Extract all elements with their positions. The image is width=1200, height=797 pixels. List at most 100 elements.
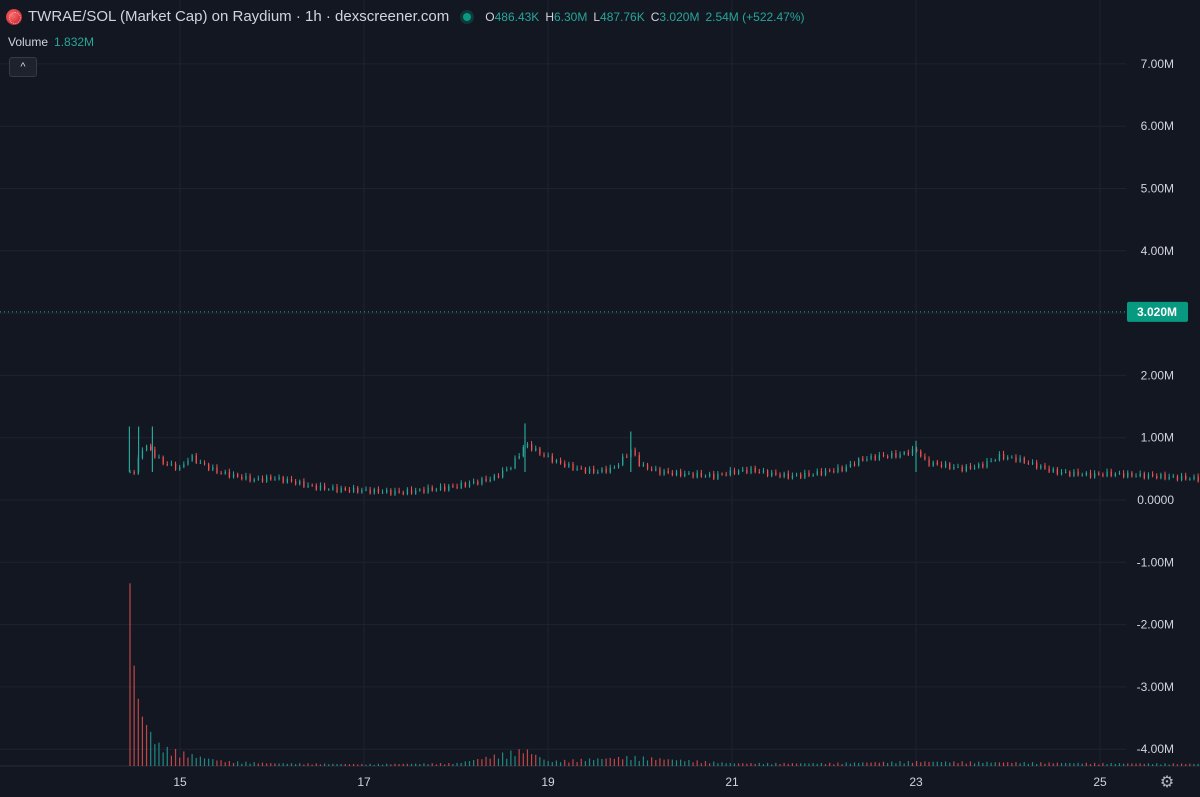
volume-bar <box>381 764 384 766</box>
volume-bar <box>1077 762 1079 766</box>
candle-body <box>257 478 260 480</box>
candle-body <box>551 455 553 463</box>
candle-body <box>1007 457 1009 460</box>
volume-bar <box>829 762 831 766</box>
candle-body <box>1015 457 1017 462</box>
volume-bar <box>1160 764 1162 766</box>
candle-body <box>535 448 537 451</box>
volume-bar <box>663 759 665 766</box>
candle-body <box>1172 476 1174 478</box>
collapse-legend-button[interactable]: ^ <box>9 57 37 77</box>
volume-bar <box>377 763 379 766</box>
volume-bar <box>369 763 371 766</box>
candle-body <box>655 468 657 471</box>
volume-bar <box>766 762 769 766</box>
volume-bar <box>684 761 686 766</box>
candle-body <box>936 462 938 465</box>
volume-bar <box>439 763 442 766</box>
volume-bar <box>1081 763 1083 766</box>
candle-body <box>154 449 156 458</box>
x-tick-label: 19 <box>541 775 555 789</box>
volume-bar <box>402 763 404 766</box>
volume-bar <box>232 763 235 766</box>
candle-body <box>862 458 864 461</box>
volume-bar <box>543 759 545 766</box>
candle-body <box>800 474 802 478</box>
volume-bar <box>878 762 880 766</box>
candle-body <box>742 469 744 471</box>
candle-body <box>464 482 467 487</box>
live-status-icon <box>463 12 472 21</box>
y-tick-label: 2.00M <box>1141 368 1174 382</box>
candle-body <box>812 474 814 476</box>
candle-body <box>605 468 607 473</box>
volume-bar <box>1176 764 1179 766</box>
candle-body <box>709 473 711 477</box>
volume-bar <box>742 763 744 766</box>
volume-bar <box>659 758 661 766</box>
volume-bar <box>415 763 417 766</box>
volume-bar <box>775 762 777 766</box>
volume-bar <box>1048 762 1050 766</box>
open-label: O <box>485 9 495 24</box>
candle-body <box>998 453 1001 461</box>
volume-bar <box>166 746 168 766</box>
volume-bar <box>328 764 330 766</box>
candle-body <box>530 443 533 451</box>
candle-body <box>1089 472 1092 478</box>
volume-bar <box>1156 763 1158 766</box>
volume-bar <box>866 762 868 766</box>
candle-body <box>1197 476 1199 482</box>
candle-body <box>406 489 409 495</box>
candle-body <box>994 460 996 462</box>
volume-bar <box>762 764 765 766</box>
candle-body <box>874 455 876 460</box>
volume-bar <box>497 758 500 766</box>
volume-bar <box>145 724 148 766</box>
candle-body <box>903 452 905 455</box>
candle-body <box>290 479 293 482</box>
volume-bar <box>667 759 669 766</box>
candle-body <box>601 468 603 473</box>
volume-bar <box>845 762 847 766</box>
volume-bar <box>779 764 781 766</box>
volume-bar <box>1106 764 1108 766</box>
candle-body <box>853 463 856 466</box>
volume-bar <box>303 764 305 766</box>
candle-body <box>365 489 367 491</box>
volume-bar <box>721 762 723 766</box>
volume-label: Volume <box>8 35 49 49</box>
volume-bar <box>216 760 218 766</box>
volume-bar <box>588 758 591 766</box>
volume-bar <box>170 755 172 766</box>
volume-bar <box>564 759 566 766</box>
candle-body <box>568 463 570 467</box>
volume-bar <box>580 758 582 766</box>
settings-gear-icon[interactable]: ⚙ <box>1159 774 1175 791</box>
candle-body <box>502 470 504 478</box>
volume-bar <box>427 764 429 766</box>
volume-bar <box>224 762 226 766</box>
candle-body <box>721 473 723 475</box>
volume-bar <box>477 758 479 766</box>
candle-body <box>435 489 438 491</box>
volume-bar <box>692 762 694 766</box>
volume-legend: Volume 1.832M <box>8 35 94 49</box>
candle-body <box>622 456 624 465</box>
candle-body <box>804 472 806 478</box>
volume-bar <box>154 744 156 766</box>
volume-bar <box>1031 762 1034 766</box>
candle-body <box>1118 473 1121 475</box>
y-tick-label: 6.00M <box>1141 119 1174 133</box>
candle-body <box>940 464 943 467</box>
candle-body <box>336 487 338 492</box>
volume-bar <box>940 762 943 766</box>
candle-body <box>315 485 317 490</box>
y-tick-label: 5.00M <box>1141 182 1174 196</box>
candle-body <box>394 490 396 495</box>
volume-bar <box>713 761 715 766</box>
volume-bar <box>1065 762 1067 766</box>
candle-body <box>141 450 144 459</box>
candle-body <box>911 448 914 455</box>
